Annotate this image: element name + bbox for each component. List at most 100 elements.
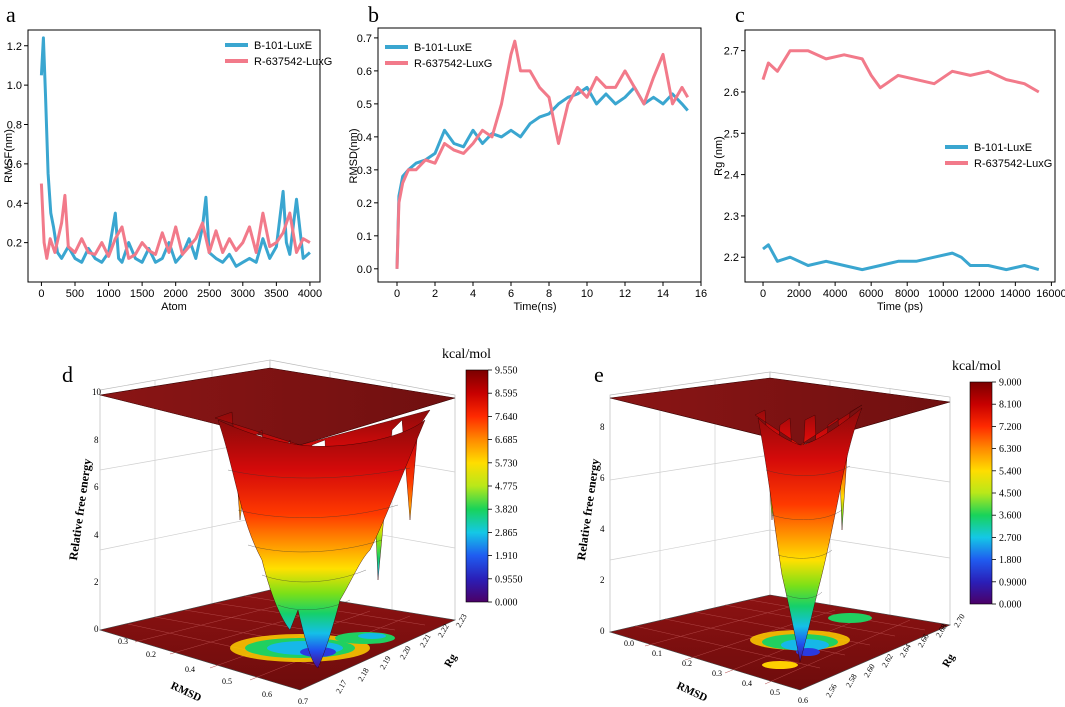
colorbar-tick-label-e-9: 0.9000: [999, 577, 1027, 588]
colorbar-tick-label-e-1: 8.100: [999, 400, 1022, 411]
x-axis-label-e: RMSD: [675, 680, 709, 705]
series-lines-c: [761, 49, 1040, 272]
colorbar-tick-label-d-9: 0.9550: [495, 574, 523, 585]
x-tick-label-b-0: 0: [394, 288, 400, 300]
colorbar-e: [969, 381, 993, 605]
colorbar-tick-label-d-3: 6.685: [495, 435, 518, 446]
y-tick-label-b-3: 0.3: [357, 165, 372, 177]
x-tick-label-b-8: 16: [695, 288, 707, 300]
series-line-c-0: [762, 243, 1040, 272]
x-tick-d-2: 0.4: [185, 665, 195, 674]
x-tick-d-1: 0.2: [146, 650, 156, 659]
x-tick-label-a-6: 3000: [231, 288, 255, 300]
x-tick-e-4: 0.4: [742, 679, 752, 688]
x-tick-label-b-2: 4: [470, 288, 476, 300]
y-tick-e-7: 2.70: [952, 612, 967, 629]
x-tick-label-c-2: 4000: [823, 288, 847, 300]
y-tick-d-1: 2.18: [356, 666, 371, 683]
surface-contours-e: [765, 465, 851, 599]
x-tick-label-a-0: 0: [38, 288, 44, 300]
z-axis-label-e: Relative free energy: [574, 458, 602, 561]
x-axis-label-a: Atom: [161, 301, 187, 313]
y-tick-label-a-3: 0.8: [7, 120, 22, 132]
floor-projection-d: [230, 632, 395, 662]
x-tick-label-a-5: 2500: [197, 288, 221, 300]
panel-letter-e: e: [594, 362, 604, 387]
colorbar-tick-label-e-5: 4.500: [999, 489, 1022, 500]
x-tick-label-b-7: 14: [657, 288, 669, 300]
axis-ticks-c: 0 2000 4000 6000 8000 10000 12000 14000 16000 2.2…: [724, 46, 1065, 300]
y-tick-label-b-7: 0.7: [357, 33, 372, 45]
series-line-c-1: [761, 49, 1040, 94]
colorbar-tick-label-e-6: 3.600: [999, 511, 1022, 522]
series-line-a-0: [39, 36, 311, 268]
colorbar-tick-label-d-5: 4.775: [495, 482, 518, 493]
colorbar-tick-label-e-8: 1.800: [999, 555, 1022, 566]
x-tick-label-a-1: 500: [66, 288, 84, 300]
y-tick-label-b-4: 0.4: [357, 132, 372, 144]
x-tick-label-c-4: 8000: [895, 288, 919, 300]
colorbar-title-e: kcal/mol: [952, 359, 1001, 374]
z-tick-d-0: 0: [94, 624, 99, 634]
y-axis-label-d: Rg: [442, 651, 459, 669]
y-tick-label-b-6: 0.6: [357, 66, 372, 78]
panel-letter-b: b: [368, 2, 379, 27]
y-tick-d-6: 2.23: [454, 612, 469, 629]
series-line-a-1: [39, 183, 311, 260]
x-tick-e-2: 0.2: [682, 659, 692, 668]
z-tick-d-5: 10: [92, 387, 102, 397]
legend-label-b-0: B-101-LuxE: [414, 42, 472, 54]
z-ticks-d: 10 8 6 4 2 0: [92, 387, 102, 634]
x-tick-d-4: 0.6: [262, 690, 272, 699]
colorbar-tick-label-d-2: 7.640: [495, 412, 518, 423]
y-tick-label-c-1: 2.3: [724, 211, 739, 223]
series-lines-a: [39, 36, 311, 268]
series-lines-b: [395, 39, 689, 269]
x-tick-e-1: 0.1: [652, 649, 662, 658]
colorbar-tick-label-e-0: 9.000: [999, 378, 1022, 389]
x-tick-label-a-4: 2000: [163, 288, 187, 300]
x-tick-label-c-8: 16000: [1036, 288, 1065, 300]
y-tick-label-c-3: 2.5: [724, 128, 739, 140]
y-tick-d-0: 2.17: [334, 678, 349, 695]
plot-area-c: [744, 29, 1056, 283]
x-tick-label-a-3: 1500: [130, 288, 154, 300]
surface-plateau-e: [609, 377, 951, 446]
legend-label-a-1: R-637542-LuxG: [254, 56, 332, 68]
panel-letter-c: c: [735, 2, 745, 27]
panel-c-rg-chart: c 0 2000 4000 6000 8000 10000 12000 14000 16000 2…: [713, 2, 1065, 313]
legend-a: B-101-LuxE R-637542-LuxG: [225, 40, 332, 68]
x-tick-label-a-8: 4000: [298, 288, 322, 300]
x-tick-e-3: 0.3: [712, 669, 722, 678]
z-ticks-e: 8 6 4 2 0: [600, 422, 605, 636]
colorbar-tick-label-d-0: 9.550: [495, 366, 518, 377]
colorbar-tick-label-d-10: 0.000: [495, 598, 518, 609]
colorbar-tick-label-d-7: 2.865: [495, 528, 518, 539]
colorbar-title-d: kcal/mol: [442, 347, 491, 362]
y-tick-e-2: 2.60: [862, 662, 877, 679]
panel-letter-d: d: [62, 362, 73, 387]
panel-d-free-energy-surface: d: [62, 347, 523, 706]
panel-e-free-energy-surface: e: [574, 359, 1027, 705]
y-tick-label-a-4: 1.0: [7, 80, 22, 92]
z-tick-e-1: 2: [600, 575, 605, 585]
colorbar-tick-label-d-4: 5.730: [495, 458, 518, 469]
x-tick-label-b-5: 10: [581, 288, 593, 300]
y-tick-d-2: 2.19: [378, 654, 393, 671]
x-ticks-e: 0.0 0.1 0.2 0.3 0.4 0.5 0.6: [624, 639, 808, 705]
x-tick-label-c-5: 10000: [928, 288, 959, 300]
panel-letter-a: a: [6, 2, 16, 27]
x-tick-e-6: 0.6: [798, 696, 808, 705]
y-tick-label-a-1: 0.4: [7, 198, 22, 210]
y-axis-label-b: RMSD(nm): [348, 129, 360, 184]
z-tick-e-0: 0: [600, 626, 605, 636]
x-tick-d-0: 0.3: [118, 637, 128, 646]
x-tick-label-c-6: 12000: [964, 288, 995, 300]
legend-label-c-0: B-101-LuxE: [974, 142, 1032, 154]
x-tick-label-a-7: 3500: [264, 288, 288, 300]
y-axis-label-e: Rg: [940, 651, 957, 669]
x-tick-d-3: 0.5: [222, 677, 232, 686]
y-tick-e-3: 2.62: [880, 652, 895, 669]
x-tick-label-c-7: 14000: [1000, 288, 1031, 300]
x-tick-label-c-0: 0: [760, 288, 766, 300]
